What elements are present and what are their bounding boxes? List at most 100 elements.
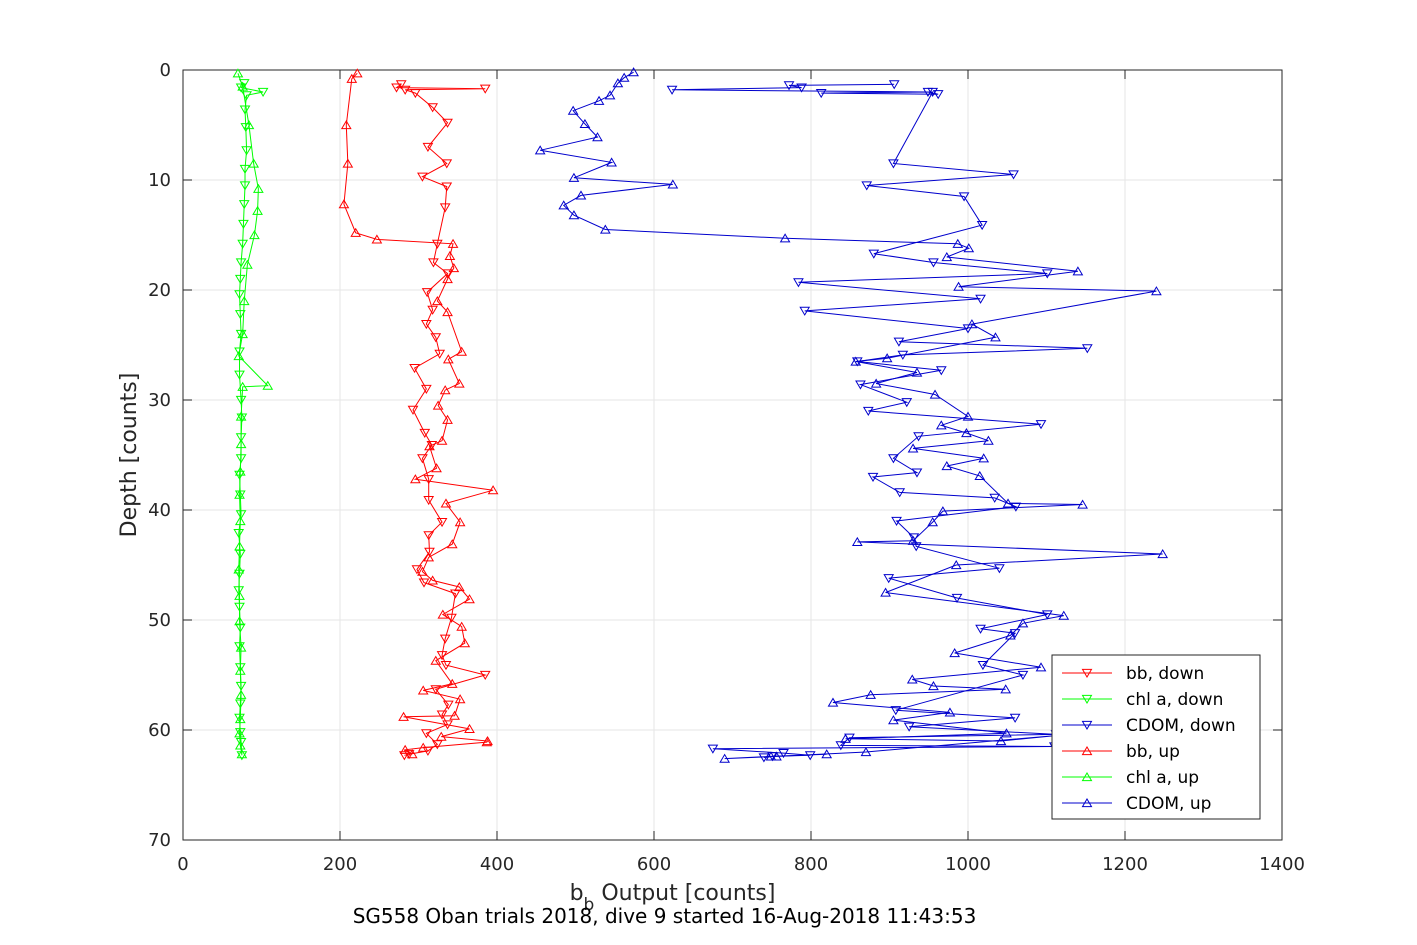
data-point (827, 697, 839, 707)
data-point (234, 370, 245, 380)
data-point (927, 517, 939, 527)
data-point (860, 746, 872, 757)
x-tick-label: 400 (480, 854, 514, 875)
data-point (235, 689, 247, 699)
y-tick-label: 30 (148, 390, 171, 411)
data-point (417, 566, 428, 576)
series-5 (534, 67, 1169, 763)
data-point (994, 564, 1005, 574)
data-point (579, 118, 591, 128)
data-point (840, 733, 851, 743)
data-point (1151, 286, 1162, 296)
series-layer (232, 67, 1169, 763)
data-point (439, 203, 451, 213)
data-point (426, 441, 438, 451)
data-point (815, 89, 827, 99)
data-point (442, 269, 453, 279)
data-point (977, 661, 989, 671)
data-point (453, 378, 465, 388)
data-point (233, 350, 245, 361)
data-point (893, 337, 905, 347)
y-tick-label: 70 (148, 830, 171, 851)
data-point (928, 258, 939, 268)
data-point (1009, 713, 1021, 723)
data-point (424, 547, 435, 557)
data-point (234, 274, 246, 285)
data-point (427, 103, 439, 113)
data-point (453, 581, 465, 592)
series-4 (232, 68, 274, 759)
series-line (394, 83, 488, 756)
data-point (442, 414, 453, 424)
data-point (442, 273, 453, 284)
data-point (371, 234, 383, 244)
data-point (238, 295, 250, 306)
data-point (431, 295, 443, 306)
data-point (935, 366, 947, 376)
y-tick-label: 60 (148, 720, 171, 741)
data-point (252, 183, 264, 193)
data-point (891, 516, 902, 527)
data-point (436, 435, 448, 445)
data-point (430, 685, 442, 695)
data-point (890, 706, 902, 716)
data-point (1157, 548, 1169, 559)
data-point (340, 119, 352, 130)
data-point (464, 723, 475, 733)
data-point (441, 159, 453, 169)
data-point (234, 347, 245, 357)
data-point (1017, 670, 1029, 681)
data-point (862, 406, 874, 417)
data-point (446, 678, 458, 688)
data-point (234, 310, 246, 320)
data-point (249, 229, 260, 240)
x-axis-label-rest: Output [counts] (594, 881, 775, 906)
data-point (411, 565, 423, 575)
data-point (447, 238, 459, 248)
data-point (428, 258, 439, 268)
data-point (417, 172, 428, 182)
data-point (880, 587, 891, 597)
data-point (771, 751, 782, 761)
data-point (481, 737, 493, 747)
y-tick-label: 50 (148, 610, 171, 631)
data-point (456, 621, 468, 631)
data-point (235, 411, 247, 421)
legend-marker (1081, 720, 1093, 731)
data-point (243, 119, 255, 130)
data-point (399, 744, 411, 754)
data-point (903, 722, 915, 732)
data-point (439, 385, 451, 395)
data-point (241, 259, 253, 269)
data-point (423, 552, 435, 562)
data-point (868, 249, 880, 259)
data-point (446, 539, 458, 549)
data-point (234, 515, 246, 526)
data-point (235, 395, 247, 406)
data-point (241, 146, 252, 156)
data-point (235, 642, 247, 652)
data-point (487, 485, 499, 495)
data-point (398, 711, 409, 721)
data-point (234, 642, 245, 652)
data-point (949, 647, 961, 658)
data-point (1017, 618, 1029, 628)
data-point (234, 740, 246, 750)
legend-box (1051, 654, 1261, 820)
data-point (234, 590, 245, 600)
data-point (432, 400, 444, 410)
legend-label: CDOM, down (1126, 716, 1236, 736)
data-point (765, 751, 777, 761)
data-point (444, 250, 456, 260)
data-point (442, 306, 453, 317)
legend-marker (1081, 745, 1093, 756)
data-point (417, 454, 428, 464)
data-point (423, 531, 435, 541)
x-tick-label: 1400 (1259, 854, 1305, 875)
x-tick-label: 1000 (945, 854, 991, 875)
data-point (975, 294, 986, 304)
x-tick-label: 600 (637, 854, 671, 875)
data-point (906, 674, 918, 684)
data-point (234, 665, 246, 675)
data-point (888, 454, 899, 464)
